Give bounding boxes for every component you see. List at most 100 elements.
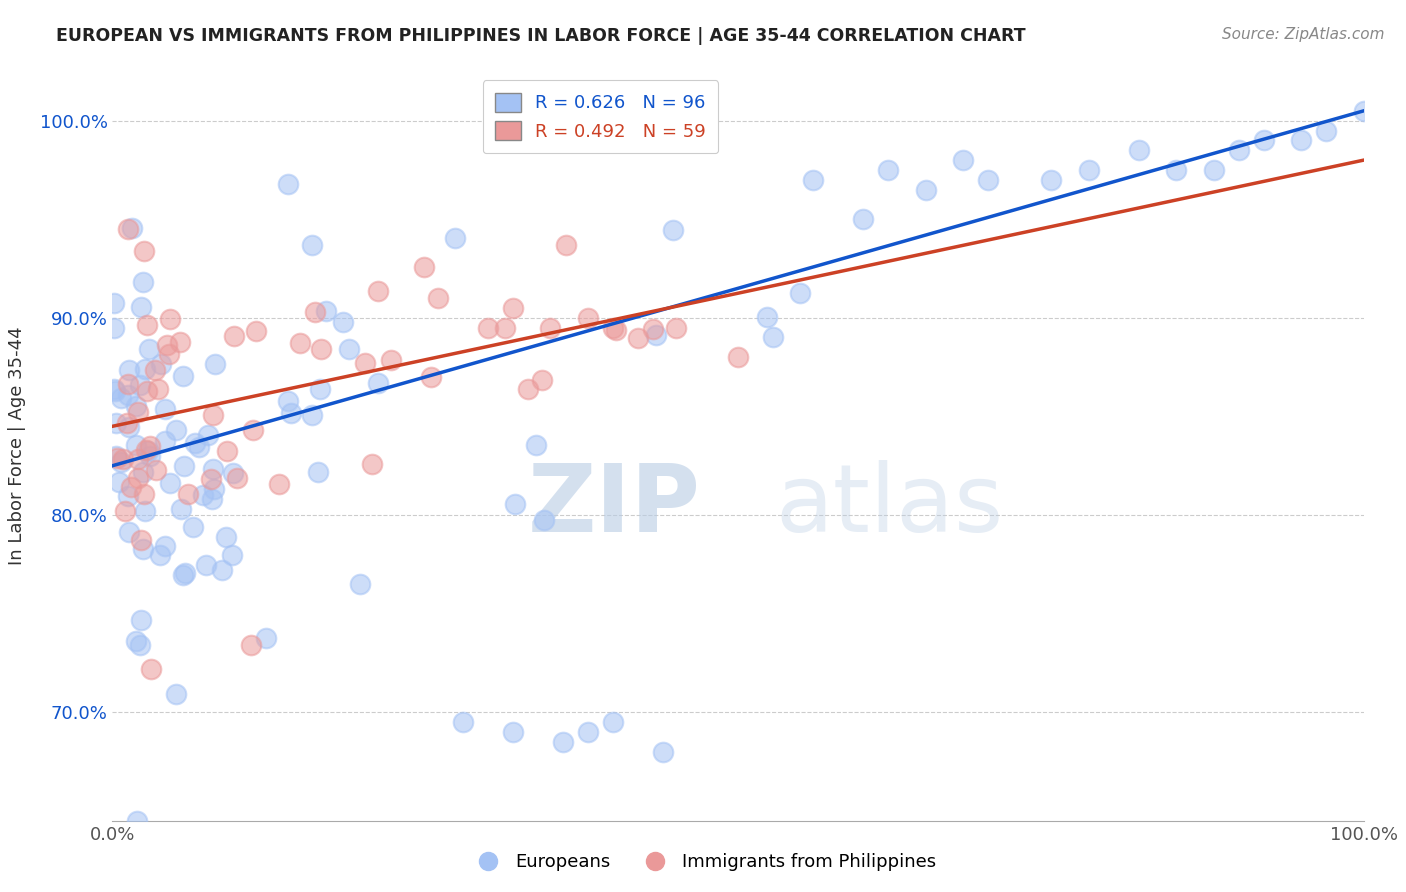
Point	[502, 725, 524, 739]
Point	[451, 714, 474, 729]
Point	[877, 163, 900, 178]
Point	[121, 221, 143, 235]
Point	[727, 351, 749, 365]
Point	[239, 638, 262, 652]
Point	[159, 311, 181, 326]
Point	[652, 745, 675, 759]
Point	[1353, 103, 1375, 118]
Legend: R = 0.626   N = 96, R = 0.492   N = 59: R = 0.626 N = 96, R = 0.492 N = 59	[482, 80, 718, 153]
Point	[554, 238, 576, 252]
Point	[277, 393, 299, 408]
Point	[165, 423, 187, 437]
Point	[315, 304, 337, 318]
Point	[184, 436, 207, 450]
Point	[125, 438, 148, 452]
Point	[156, 338, 179, 352]
Point	[139, 450, 162, 464]
Point	[202, 461, 225, 475]
Point	[110, 455, 132, 469]
Point	[127, 471, 149, 485]
Point	[215, 444, 238, 458]
Point	[413, 260, 436, 274]
Point	[127, 405, 149, 419]
Point	[360, 457, 382, 471]
Point	[915, 183, 938, 197]
Point	[309, 342, 332, 356]
Point	[139, 662, 162, 676]
Text: atlas: atlas	[776, 460, 1004, 552]
Point	[211, 563, 233, 577]
Point	[627, 330, 650, 344]
Point	[143, 363, 166, 377]
Point	[132, 275, 155, 289]
Point	[172, 369, 194, 384]
Point	[134, 362, 156, 376]
Point	[269, 476, 291, 491]
Point	[136, 384, 159, 399]
Point	[103, 382, 125, 396]
Point	[605, 323, 627, 337]
Point	[354, 356, 377, 370]
Point	[112, 452, 135, 467]
Point	[288, 336, 311, 351]
Point	[149, 358, 172, 372]
Point	[129, 613, 152, 627]
Point	[420, 370, 443, 384]
Point	[129, 533, 152, 548]
Point	[131, 541, 153, 556]
Point	[125, 633, 148, 648]
Point	[1164, 163, 1187, 178]
Point	[367, 285, 389, 299]
Point	[531, 373, 554, 387]
Point	[576, 310, 599, 325]
Point	[852, 212, 875, 227]
Point	[118, 363, 141, 377]
Point	[134, 486, 156, 500]
Point	[115, 416, 138, 430]
Point	[1202, 163, 1225, 178]
Legend: Europeans, Immigrants from Philippines: Europeans, Immigrants from Philippines	[463, 847, 943, 879]
Point	[107, 475, 129, 489]
Point	[191, 488, 214, 502]
Point	[146, 382, 169, 396]
Point	[169, 335, 191, 350]
Point	[202, 482, 225, 496]
Point	[280, 406, 302, 420]
Point	[114, 504, 136, 518]
Point	[444, 231, 467, 245]
Point	[134, 504, 156, 518]
Point	[538, 320, 561, 334]
Text: EUROPEAN VS IMMIGRANTS FROM PHILIPPINES IN LABOR FORCE | AGE 35-44 CORRELATION C: EUROPEAN VS IMMIGRANTS FROM PHILIPPINES …	[56, 27, 1026, 45]
Point	[104, 416, 127, 430]
Point	[153, 540, 176, 554]
Point	[662, 223, 685, 237]
Point	[159, 475, 181, 490]
Point	[308, 382, 330, 396]
Point	[117, 388, 139, 402]
Point	[301, 408, 323, 422]
Point	[215, 531, 238, 545]
Point	[153, 401, 176, 416]
Point	[139, 439, 162, 453]
Point	[129, 378, 152, 392]
Point	[1315, 123, 1337, 137]
Point	[197, 428, 219, 442]
Point	[125, 399, 148, 413]
Point	[222, 329, 245, 343]
Point	[756, 310, 779, 324]
Point	[494, 320, 516, 334]
Point	[200, 472, 222, 486]
Point	[176, 487, 198, 501]
Point	[801, 173, 824, 187]
Text: ZIP: ZIP	[527, 460, 700, 552]
Point	[502, 301, 524, 315]
Point	[643, 322, 665, 336]
Point	[332, 315, 354, 329]
Point	[174, 566, 197, 580]
Point	[170, 502, 193, 516]
Point	[245, 324, 267, 338]
Point	[107, 450, 129, 465]
Point	[602, 320, 624, 334]
Point	[1039, 173, 1063, 187]
Point	[128, 638, 150, 652]
